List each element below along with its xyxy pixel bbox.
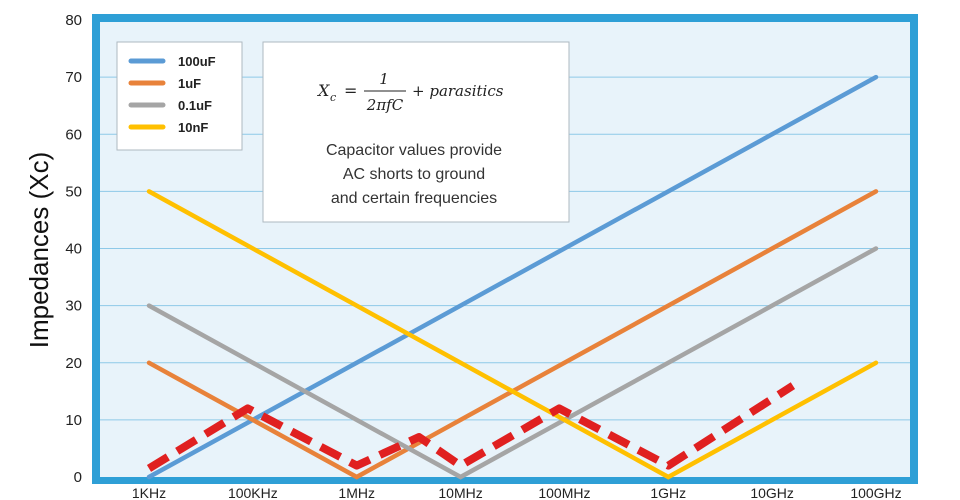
- annotation-background: [262, 41, 570, 223]
- x-tick-label: 100GHz: [850, 485, 901, 500]
- legend-label-10nF: 10nF: [178, 120, 208, 135]
- annotation-line-2: AC shorts to ground: [343, 166, 485, 183]
- x-tick-label: 1GHz: [650, 485, 686, 500]
- annotation-box: X c = 1 2πfC + parasitics Capacitor valu…: [262, 41, 570, 223]
- series-lines: [146, 74, 879, 480]
- y-tick-labels: 0 10 20 30 40 50 60 70 80: [65, 12, 82, 486]
- x-tick-label: 100KHz: [228, 485, 278, 500]
- y-tick-label: 0: [74, 469, 82, 486]
- series-line-100uF: [146, 74, 879, 480]
- legend-label-1uF: 1uF: [178, 76, 201, 91]
- legend: 100uF 1uF 0.1uF 10nF: [116, 41, 243, 151]
- x-tick-label: 10MHz: [438, 485, 482, 500]
- x-tick-labels: 1KHz 100KHz 1MHz 10MHz 100MHz 1GHz 10GHz 100GHz: [132, 485, 902, 500]
- y-tick-label: 60: [65, 126, 82, 143]
- y-tick-label: 30: [65, 298, 82, 315]
- formula-equals: =: [344, 81, 357, 100]
- y-tick-label: 50: [65, 183, 82, 200]
- series-line-1uF: [146, 189, 879, 480]
- y-tick-label: 20: [65, 355, 82, 372]
- combined-impedance-curve: [146, 382, 796, 472]
- y-tick-label: 80: [65, 12, 82, 29]
- series-line-0.1uF: [146, 246, 879, 480]
- x-tick-label: 1MHz: [338, 485, 375, 500]
- y-tick-label: 10: [65, 412, 82, 429]
- formula-numerator: 1: [379, 70, 389, 88]
- series-line-10nF: [146, 189, 879, 480]
- y-tick-label: 70: [65, 69, 82, 86]
- formula-lhs-subscript: c: [330, 91, 336, 104]
- capacitive-reactance-formula: X c = 1 2πfC + parasitics: [316, 70, 504, 114]
- formula-lhs: X: [316, 81, 330, 100]
- x-tick-label: 100MHz: [538, 485, 590, 500]
- dashed-curve-line: [146, 382, 796, 472]
- annotation-line-1: Capacitor values provide: [326, 142, 502, 159]
- x-tick-label: 10GHz: [750, 485, 794, 500]
- annotation-line-3: and certain frequencies: [331, 190, 497, 207]
- legend-label-100uF: 100uF: [178, 54, 216, 69]
- x-tick-label: 1KHz: [132, 485, 166, 500]
- y-tick-label: 40: [65, 241, 82, 258]
- formula-denominator: 2πfC: [366, 96, 404, 114]
- formula-parasitics: + parasitics: [412, 82, 504, 100]
- legend-label-0.1uF: 0.1uF: [178, 98, 212, 113]
- y-axis-label: Impedances (Xc): [24, 152, 54, 349]
